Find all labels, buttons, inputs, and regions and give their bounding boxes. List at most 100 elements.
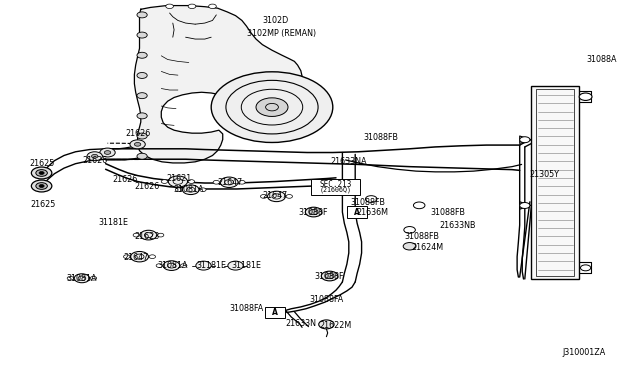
Circle shape: [156, 264, 163, 267]
Circle shape: [305, 207, 322, 217]
Circle shape: [413, 202, 425, 209]
Circle shape: [228, 261, 243, 270]
Circle shape: [268, 191, 285, 202]
Text: 21633NB: 21633NB: [439, 221, 476, 230]
Text: 21626: 21626: [112, 175, 138, 184]
Circle shape: [220, 177, 238, 187]
Circle shape: [211, 72, 333, 142]
Circle shape: [403, 243, 416, 250]
Text: 21633N: 21633N: [285, 319, 316, 328]
Circle shape: [309, 209, 318, 215]
Text: J310001ZA: J310001ZA: [562, 348, 605, 357]
Text: 31081A: 31081A: [157, 262, 188, 270]
Text: 31181E: 31181E: [232, 262, 261, 270]
Circle shape: [67, 276, 74, 280]
Bar: [531, 86, 579, 279]
Circle shape: [36, 183, 47, 189]
Text: 31081A: 31081A: [173, 185, 204, 194]
Text: 31088F: 31088F: [315, 272, 344, 280]
Text: 3102MP (REMAN): 3102MP (REMAN): [247, 29, 316, 38]
Circle shape: [130, 140, 145, 149]
Circle shape: [321, 271, 338, 281]
Text: 21633NA: 21633NA: [330, 157, 367, 166]
Text: 31088FA: 31088FA: [229, 304, 264, 312]
Circle shape: [137, 73, 147, 78]
Text: A: A: [354, 208, 360, 217]
Circle shape: [325, 273, 334, 279]
Circle shape: [39, 171, 44, 174]
Circle shape: [149, 255, 156, 259]
Text: 31181E: 31181E: [99, 218, 129, 227]
Text: 21625: 21625: [29, 159, 54, 168]
Text: 21647: 21647: [262, 191, 288, 200]
Circle shape: [188, 4, 196, 9]
Text: 31088FB: 31088FB: [431, 208, 465, 217]
Text: 21626: 21626: [125, 129, 150, 138]
Text: (21606Q): (21606Q): [319, 187, 351, 193]
Circle shape: [92, 154, 98, 158]
Circle shape: [124, 255, 130, 259]
Text: 21647: 21647: [218, 178, 243, 187]
Circle shape: [131, 251, 148, 262]
Circle shape: [31, 167, 52, 179]
Circle shape: [104, 151, 111, 154]
Circle shape: [580, 94, 591, 100]
Circle shape: [140, 230, 157, 240]
Circle shape: [404, 227, 415, 233]
Circle shape: [239, 180, 245, 184]
FancyBboxPatch shape: [347, 206, 367, 218]
Circle shape: [31, 180, 52, 192]
Circle shape: [260, 195, 267, 198]
Text: SEC.213: SEC.213: [319, 180, 351, 189]
Circle shape: [180, 264, 187, 267]
Text: 21624M: 21624M: [412, 243, 444, 252]
Circle shape: [137, 153, 147, 159]
Text: 21626: 21626: [82, 156, 108, 165]
Circle shape: [137, 93, 147, 99]
Circle shape: [286, 195, 292, 198]
Text: 31088FB: 31088FB: [364, 133, 398, 142]
Polygon shape: [134, 6, 304, 163]
Circle shape: [520, 137, 530, 143]
Circle shape: [137, 32, 147, 38]
Text: 31088F: 31088F: [299, 208, 328, 217]
Text: 31181E: 31181E: [196, 262, 226, 270]
Text: 3102D: 3102D: [262, 16, 289, 25]
Text: 21647: 21647: [123, 253, 148, 262]
Circle shape: [137, 12, 147, 18]
Circle shape: [87, 152, 102, 161]
Circle shape: [163, 261, 180, 270]
Circle shape: [157, 233, 164, 237]
Circle shape: [175, 188, 182, 192]
Circle shape: [256, 98, 288, 116]
Text: 31081A: 31081A: [67, 274, 97, 283]
Text: 21625: 21625: [31, 200, 56, 209]
Circle shape: [168, 176, 188, 187]
Circle shape: [351, 208, 364, 215]
Circle shape: [100, 148, 115, 157]
Text: 21636M: 21636M: [356, 208, 388, 217]
Circle shape: [161, 180, 168, 183]
Circle shape: [133, 233, 140, 237]
Text: 31088FA: 31088FA: [309, 295, 344, 304]
Text: 21305Y: 21305Y: [529, 170, 559, 179]
Text: 31088FB: 31088FB: [351, 198, 385, 207]
Circle shape: [137, 52, 147, 58]
Circle shape: [200, 188, 206, 192]
Circle shape: [137, 133, 147, 139]
Text: 21621: 21621: [166, 174, 192, 183]
FancyBboxPatch shape: [265, 307, 285, 318]
Circle shape: [74, 274, 90, 283]
Circle shape: [209, 4, 216, 9]
Bar: [536, 89, 574, 276]
Circle shape: [137, 113, 147, 119]
FancyBboxPatch shape: [311, 179, 360, 195]
Circle shape: [166, 4, 173, 9]
Text: A: A: [272, 308, 278, 317]
Text: 31088FB: 31088FB: [405, 232, 440, 241]
Circle shape: [134, 142, 141, 146]
Circle shape: [580, 265, 591, 271]
Circle shape: [365, 196, 377, 202]
Circle shape: [579, 93, 592, 100]
Text: 21623: 21623: [134, 232, 160, 241]
